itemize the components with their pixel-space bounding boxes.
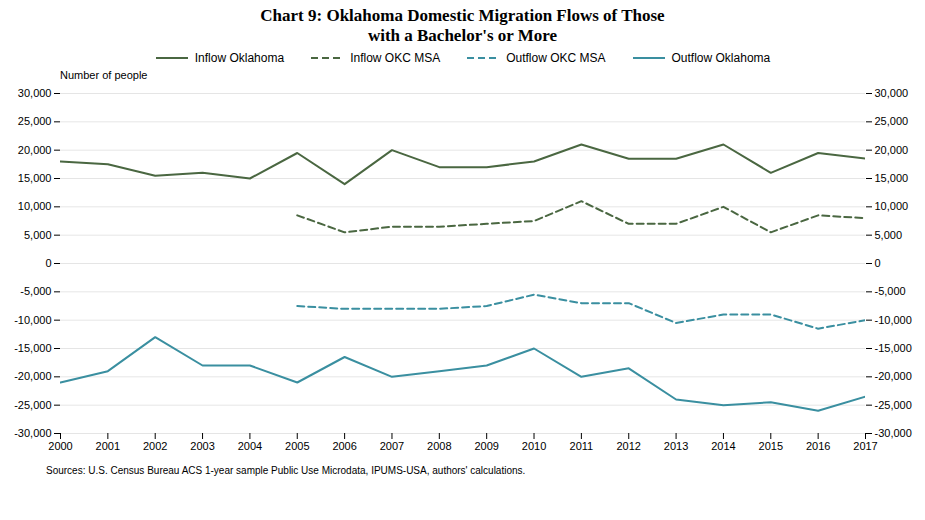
svg-text:-5,000: -5,000 (875, 285, 906, 297)
svg-text:15,000: 15,000 (875, 172, 909, 184)
svg-text:2013: 2013 (664, 440, 688, 452)
svg-text:2001: 2001 (96, 440, 120, 452)
svg-text:-30,000: -30,000 (14, 427, 51, 439)
svg-text:30,000: 30,000 (18, 87, 52, 99)
svg-text:-15,000: -15,000 (14, 342, 51, 354)
svg-text:0: 0 (45, 257, 51, 269)
svg-text:-25,000: -25,000 (14, 398, 51, 410)
svg-text:2012: 2012 (616, 440, 640, 452)
html-text:Number of people: Number of people (60, 68, 148, 81)
html-text:Outflow OKC MSA: Outflow OKC MSA (506, 50, 606, 65)
svg-text:2015: 2015 (759, 440, 783, 452)
svg-text:-10,000: -10,000 (875, 313, 912, 325)
svg-text:10,000: 10,000 (18, 200, 52, 212)
svg-text:-10,000: -10,000 (14, 313, 51, 325)
svg-text:5,000: 5,000 (875, 228, 903, 240)
svg-text:-30,000: -30,000 (875, 427, 912, 439)
svg-text:0: 0 (875, 257, 881, 269)
svg-text:2008: 2008 (427, 440, 451, 452)
svg-text:2010: 2010 (522, 440, 546, 452)
svg-text:20,000: 20,000 (875, 143, 909, 155)
svg-text:2016: 2016 (806, 440, 830, 452)
html-text:Outflow Oklahoma: Outflow Oklahoma (671, 50, 771, 65)
svg-text:25,000: 25,000 (875, 115, 909, 127)
html-text:Inflow Oklahoma: Inflow Oklahoma (194, 50, 285, 65)
svg-text:2014: 2014 (711, 440, 735, 452)
svg-text:10,000: 10,000 (875, 200, 909, 212)
svg-text:2002: 2002 (143, 440, 167, 452)
svg-text:2005: 2005 (285, 440, 309, 452)
html-text:Chart 9: Oklahoma Domestic Mig: Chart 9: Oklahoma Domestic Migration Flo… (260, 6, 665, 46)
svg-text:5,000: 5,000 (24, 228, 52, 240)
svg-text:15,000: 15,000 (18, 172, 52, 184)
svg-text:30,000: 30,000 (875, 87, 909, 99)
svg-text:-25,000: -25,000 (875, 398, 912, 410)
svg-text:2006: 2006 (332, 440, 356, 452)
svg-text:-5,000: -5,000 (20, 285, 51, 297)
svg-text:-20,000: -20,000 (14, 370, 51, 382)
svg-text:25,000: 25,000 (18, 115, 52, 127)
svg-text:2007: 2007 (380, 440, 404, 452)
svg-text:20,000: 20,000 (18, 143, 52, 155)
html-text:Inflow OKC MSA: Inflow OKC MSA (350, 50, 441, 65)
html-text:Sources: U.S. Census Bureau AC: Sources: U.S. Census Bureau ACS 1-year s… (46, 464, 526, 476)
svg-text:2000: 2000 (48, 440, 72, 452)
svg-text:2011: 2011 (570, 440, 594, 452)
svg-text:2004: 2004 (238, 440, 262, 452)
svg-text:2003: 2003 (190, 440, 214, 452)
svg-text:2009: 2009 (474, 440, 498, 452)
svg-text:-20,000: -20,000 (875, 370, 912, 382)
svg-text:2017: 2017 (853, 440, 877, 452)
svg-text:-15,000: -15,000 (875, 342, 912, 354)
